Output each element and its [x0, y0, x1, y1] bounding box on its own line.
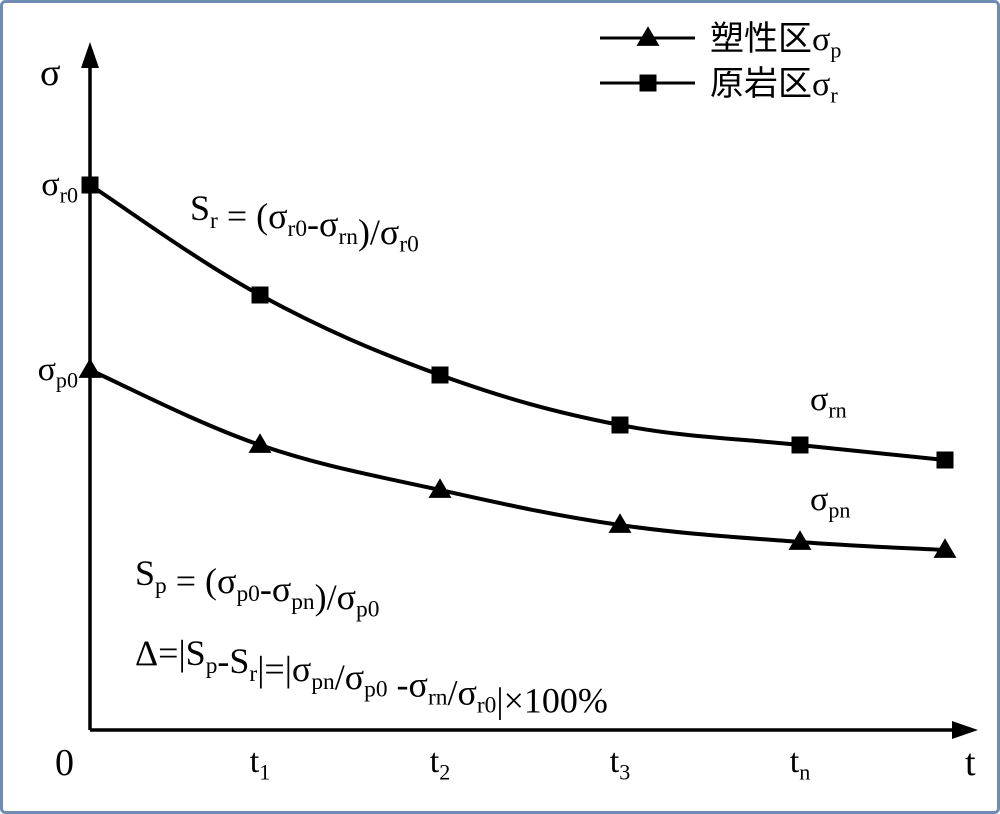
marker-square [640, 75, 656, 91]
x-axis-arrow [952, 721, 978, 739]
chart-svg: σ t 0 σr0 σp0 t1 t2 t3 tn σrn σpn Sr = (σr0-σrn)/σr… [0, 0, 1000, 814]
marker-square [792, 437, 808, 453]
marker-triangle [79, 359, 100, 377]
x-tick-label-1: t2 [430, 743, 451, 784]
origin-label: 0 [55, 742, 74, 784]
y-tick-label-1: σp0 [38, 351, 78, 392]
marker-square [612, 417, 628, 433]
formula-1: Sp = (σp0-σpn)/σp0 [135, 553, 379, 623]
x-tick-label-2: t3 [610, 743, 631, 784]
marker-triangle [637, 27, 658, 45]
legend-label-0: 塑性区σp [710, 20, 841, 62]
series-r-end-label: σrn [810, 381, 847, 422]
marker-square [937, 452, 953, 468]
formula-0: Sr = (σr0-σrn)/σr0 [190, 188, 419, 258]
formula-2: Δ=|Sp-Sr|=|σpn/σp0 -σrn/σr0|×100% [135, 633, 608, 721]
marker-square [432, 367, 448, 383]
x-tick-label-0: t1 [250, 743, 271, 784]
marker-square [252, 287, 268, 303]
legend-label-1: 原岩区σr [710, 65, 838, 107]
series-p-end-label: σpn [810, 481, 850, 522]
x-axis-label: t [965, 742, 976, 784]
chart-container: σ t 0 σr0 σp0 t1 t2 t3 tn σrn σpn Sr = (σr0-σrn)/σr… [0, 0, 1000, 814]
y-tick-label-0: σr0 [41, 166, 78, 207]
marker-square [82, 177, 98, 193]
y-axis-arrow [81, 42, 99, 68]
x-tick-label-3: tn [790, 743, 811, 784]
y-axis-label: σ [40, 52, 60, 94]
